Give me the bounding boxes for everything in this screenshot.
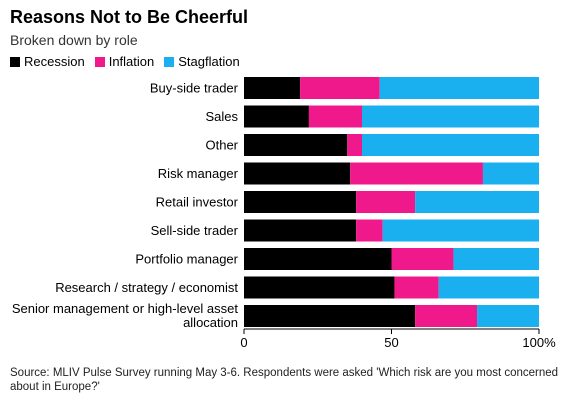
category-label-other: Other <box>205 138 238 153</box>
legend-swatch-stagflation <box>164 56 175 67</box>
bar-stagflation-sell-side-trader <box>382 219 539 242</box>
x-tick-label-100: 100% <box>522 335 556 350</box>
category-label-sales: Sales <box>205 109 238 124</box>
x-tick-label-0: 0 <box>240 335 247 350</box>
category-label-research-strategy-economist: Research / strategy / economist <box>55 280 238 295</box>
legend-swatch-inflation <box>94 56 105 67</box>
category-label-risk-manager: Risk manager <box>158 166 239 181</box>
bar-stagflation-other <box>362 134 539 156</box>
bar-recession-sales <box>244 105 309 128</box>
category-label-portfolio-manager: Portfolio manager <box>135 252 238 267</box>
bar-inflation-retail-investor <box>356 191 416 213</box>
legend-label-stagflation: Stagflation <box>178 54 240 69</box>
bar-recession-retail-investor <box>244 191 357 213</box>
bar-stagflation-risk-manager <box>482 162 539 185</box>
bar-stagflation-senior-management-or-high-level-asset-allocation <box>477 305 539 327</box>
chart-subtitle: Broken down by role <box>10 32 138 48</box>
bar-inflation-sales <box>308 105 362 128</box>
bar-stagflation-sales <box>362 105 539 128</box>
bar-stagflation-research-strategy-economist <box>438 276 539 299</box>
bar-stagflation-portfolio-manager <box>453 248 539 270</box>
bar-recession-buy-side-trader <box>244 77 301 99</box>
bar-inflation-other <box>347 134 362 156</box>
legend-item-recession: Recession <box>10 54 85 69</box>
bar-recession-portfolio-manager <box>244 248 392 270</box>
source-note: Source: MLIV Pulse Survey running May 3-… <box>10 367 559 393</box>
bar-recession-senior-management-or-high-level-asset-allocation <box>244 305 416 327</box>
chart-title: Reasons Not to Be Cheerful <box>10 7 249 27</box>
bar-inflation-sell-side-trader <box>356 219 383 242</box>
category-label-sell-side-trader: Sell-side trader <box>151 223 239 238</box>
bar-inflation-risk-manager <box>350 162 483 185</box>
bar-stagflation-retail-investor <box>415 191 539 213</box>
legend-item-stagflation: Stagflation <box>164 54 240 69</box>
category-label-senior-management-or-high-level-asset-allocation: Senior management or high-level asset all… <box>12 301 239 330</box>
stacked-bar-chart: Buy-side trader Sales Other Risk manager Ret… <box>12 77 556 350</box>
bar-inflation-buy-side-trader <box>300 77 380 99</box>
category-label-retail-investor: Retail investor <box>156 195 239 210</box>
bar-inflation-senior-management-or-high-level-asset-allocation <box>415 305 478 327</box>
bar-recession-other <box>244 134 348 156</box>
category-label-buy-side-trader: Buy-side trader <box>150 81 239 96</box>
x-tick-label-50: 50 <box>384 335 398 350</box>
legend-item-inflation: Inflation <box>94 54 155 69</box>
legend: Recession Inflation Stagflation <box>10 54 240 69</box>
bar-recession-research-strategy-economist <box>244 276 395 299</box>
legend-label-recession: Recession <box>24 54 85 69</box>
bar-recession-sell-side-trader <box>244 219 357 242</box>
legend-swatch-recession <box>10 56 20 67</box>
bar-recession-risk-manager <box>244 162 351 185</box>
bar-inflation-research-strategy-economist <box>394 276 439 299</box>
legend-label-inflation: Inflation <box>108 54 155 69</box>
bar-inflation-portfolio-manager <box>391 248 454 270</box>
bar-stagflation-buy-side-trader <box>379 77 539 99</box>
